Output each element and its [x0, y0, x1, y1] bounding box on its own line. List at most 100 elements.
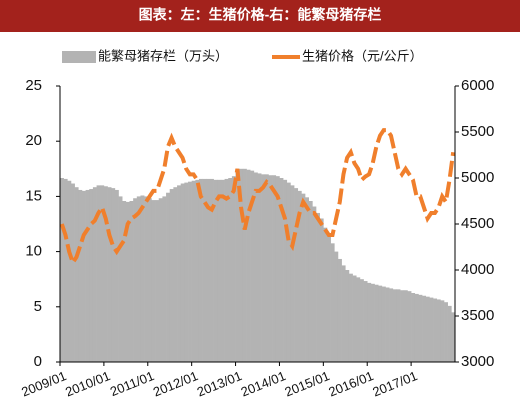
bar	[319, 218, 324, 362]
bar	[308, 201, 313, 362]
bar	[235, 172, 240, 362]
bar	[158, 198, 163, 362]
bar	[316, 212, 320, 362]
bar	[370, 283, 375, 362]
bar	[63, 178, 68, 362]
x-tick-label: 2016/01	[326, 368, 375, 400]
bar	[363, 281, 368, 362]
bar	[444, 302, 448, 362]
bar	[188, 181, 192, 362]
bar	[330, 243, 335, 362]
bar	[155, 200, 160, 362]
x-tick-label: 2012/01	[151, 368, 200, 400]
bar	[78, 189, 83, 362]
bar	[107, 187, 112, 362]
bar	[323, 227, 328, 362]
bar	[133, 198, 138, 362]
bar	[272, 175, 277, 362]
bar	[129, 201, 134, 362]
x-tick-label: 2015/01	[283, 368, 332, 400]
y-tick-label: 5	[34, 298, 42, 315]
bar	[359, 279, 364, 362]
bar	[268, 175, 273, 362]
bar	[286, 182, 291, 362]
bar	[140, 195, 145, 362]
bar	[103, 186, 108, 362]
bar	[114, 189, 119, 362]
bar	[411, 293, 416, 362]
bar	[202, 178, 207, 362]
bar	[297, 190, 302, 362]
bar	[220, 179, 225, 362]
bar	[433, 298, 438, 362]
bar	[209, 178, 214, 362]
bar	[345, 270, 350, 362]
bar	[334, 251, 339, 362]
bar	[60, 178, 64, 362]
bar	[195, 179, 200, 362]
bar	[389, 288, 394, 362]
bar	[414, 293, 419, 362]
bar	[326, 235, 331, 362]
bar	[283, 179, 288, 362]
bar	[173, 187, 178, 362]
legend-label: 能繁母猪存栏（万头）	[98, 48, 228, 63]
bar	[100, 185, 105, 362]
bar	[396, 289, 401, 362]
bar	[228, 178, 233, 362]
bar	[294, 188, 299, 362]
bar	[70, 183, 75, 362]
bar	[111, 188, 116, 362]
bar	[162, 196, 167, 362]
y2-tick-label: 3500	[461, 307, 494, 324]
bar	[305, 197, 310, 362]
bar	[403, 290, 408, 362]
bar	[184, 182, 189, 362]
bar	[122, 201, 127, 362]
bar	[213, 179, 218, 362]
bar	[312, 206, 317, 362]
y-tick-label: 0	[34, 353, 42, 370]
y-tick-label: 25	[25, 77, 42, 94]
bar	[367, 282, 372, 362]
bar	[74, 187, 79, 362]
bar	[217, 179, 222, 362]
title-bar	[0, 0, 520, 32]
bar	[250, 170, 255, 362]
y2-tick-label: 4000	[461, 261, 494, 278]
bar	[301, 193, 306, 362]
bar	[246, 169, 251, 362]
bar	[191, 180, 196, 362]
x-tick-label: 2013/01	[195, 368, 244, 400]
x-tick-label: 2009/01	[19, 368, 68, 400]
y2-tick-label: 6000	[461, 77, 494, 94]
bar	[341, 265, 346, 362]
y-tick-label: 20	[25, 132, 42, 149]
x-tick-label: 2010/01	[63, 368, 112, 400]
bar	[239, 168, 244, 362]
y2-tick-label: 4500	[461, 215, 494, 232]
y2-tick-label: 3000	[461, 353, 494, 370]
bar	[422, 295, 427, 362]
y-tick-label: 10	[25, 243, 42, 260]
bar	[385, 287, 390, 362]
bar	[81, 190, 86, 362]
bar	[425, 296, 430, 362]
bar	[180, 183, 185, 362]
bar	[224, 178, 229, 362]
bar	[85, 189, 90, 362]
bar	[279, 178, 284, 362]
bar	[144, 196, 149, 362]
bar	[96, 185, 101, 362]
bar	[136, 196, 141, 362]
bar	[356, 277, 361, 362]
bar	[166, 192, 171, 362]
bar	[290, 185, 295, 362]
bar	[147, 198, 152, 362]
bar	[257, 173, 262, 362]
bar	[198, 178, 203, 362]
bar	[429, 297, 434, 362]
bar	[231, 176, 236, 362]
bar	[451, 312, 456, 362]
